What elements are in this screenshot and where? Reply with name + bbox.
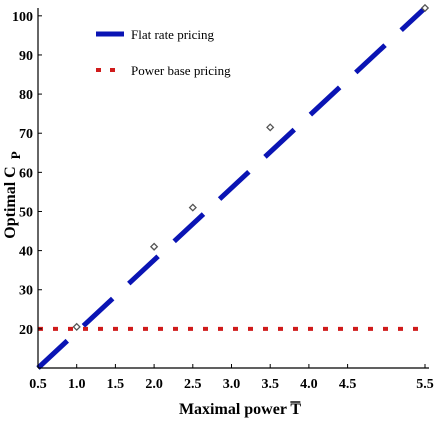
x-tick-label-3: 3.0 xyxy=(223,377,241,392)
y-axis-title: Optimal C P xyxy=(2,151,23,238)
x-tick-label-1: 1.0 xyxy=(68,377,86,392)
x-tick-label-2: 2.0 xyxy=(145,377,163,392)
y-tick-label-50: 50 xyxy=(19,205,33,220)
y-tick-label-30: 30 xyxy=(19,284,33,299)
y-axis-title-subscript: P xyxy=(8,151,23,159)
marker-point-3 xyxy=(266,123,275,132)
legend-label-0: Flat rate pricing xyxy=(131,27,215,42)
legend: Flat rate pricing Power base pricing xyxy=(96,27,231,78)
y-tick-label-80: 80 xyxy=(19,88,33,103)
marker-point-1 xyxy=(149,242,159,251)
series-line-0 xyxy=(36,6,427,370)
x-tick-label-4: 4.0 xyxy=(300,377,318,392)
x-tick-label-2-5: 2.5 xyxy=(184,377,202,392)
x-tick-label-1-5: 1.5 xyxy=(107,377,125,392)
y-tick-label-40: 40 xyxy=(19,245,33,260)
x-tick-label-4-5: 4.5 xyxy=(339,377,357,392)
y-tick-label-60: 60 xyxy=(19,166,33,181)
x-tick-label-3-5: 3.5 xyxy=(261,377,279,392)
y-tick-label-20: 20 xyxy=(19,323,33,338)
axes-layer: 20 30 40 50 60 70 80 90 100 0.5 1.0 1.5 2.0 2.5 3.0 3.5… xyxy=(12,8,434,392)
svg-text:Optimal C P: Optimal C P xyxy=(2,151,23,238)
marker-point-2 xyxy=(188,203,197,212)
x-tick-label-5-5: 5.5 xyxy=(416,377,434,392)
x-tick-label-0-5: 0.5 xyxy=(29,377,47,392)
series-layer xyxy=(36,6,427,370)
marker-layer xyxy=(72,3,430,332)
marker-point-4 xyxy=(420,3,430,13)
y-tick-label-90: 90 xyxy=(19,49,33,64)
x-axis-title: Maximal power T xyxy=(179,401,301,418)
y-axis-title-main: Optimal C xyxy=(2,166,19,238)
y-tick-label-100: 100 xyxy=(12,10,33,25)
y-tick-label-70: 70 xyxy=(19,127,33,142)
legend-label-1: Power base pricing xyxy=(131,63,231,78)
marker-point-0 xyxy=(72,322,81,332)
